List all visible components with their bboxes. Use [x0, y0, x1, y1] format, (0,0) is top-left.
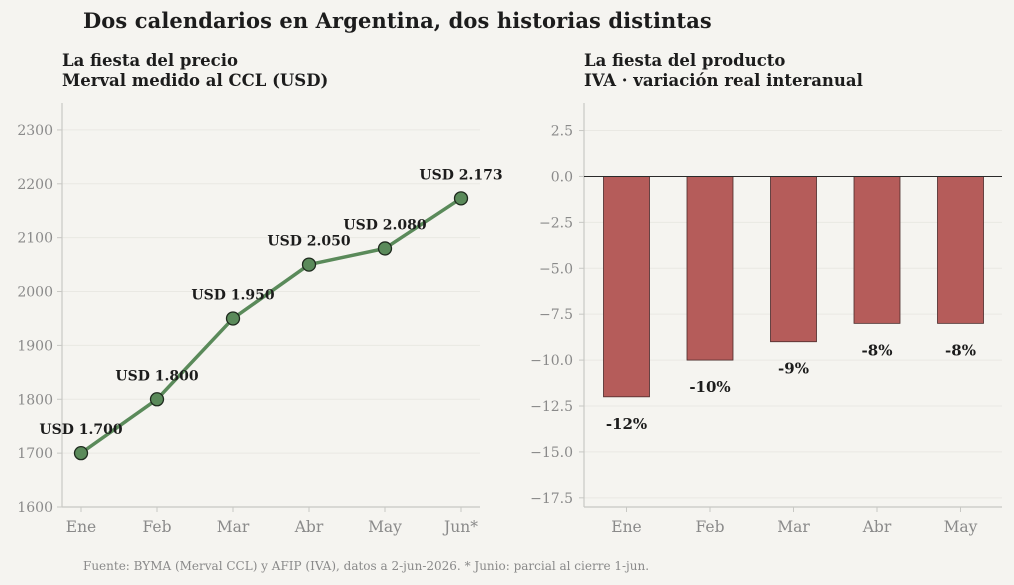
merval-point	[73, 445, 89, 461]
source-note: Fuente: BYMA (Merval CCL) y AFIP (IVA), …	[83, 559, 650, 573]
iva-bar	[603, 176, 650, 398]
merval-xtick-label: Abr	[294, 518, 324, 536]
iva-xtick-label: Abr	[862, 518, 892, 536]
merval-point	[149, 392, 165, 407]
iva-xtick-label: Mar	[777, 518, 810, 536]
iva-ytick-label: −10.0	[530, 353, 573, 369]
iva-ytick-label: −5.0	[539, 261, 573, 277]
merval-data-label: USD 1.700	[39, 422, 122, 438]
iva-ytick-label: −12.5	[530, 399, 573, 415]
merval-point	[377, 241, 393, 256]
merval-xtick-label: Ene	[66, 518, 96, 536]
merval-panel-title: La fiesta del precio Merval medido al CC…	[62, 51, 328, 91]
iva-title-line1: La fiesta del producto	[584, 51, 786, 70]
merval-title-line1: La fiesta del precio	[62, 51, 238, 70]
iva-bar	[937, 176, 984, 324]
merval-data-label: USD 2.080	[343, 217, 426, 233]
iva-ytick-label: −2.5	[539, 215, 573, 231]
merval-xtick-label: Feb	[142, 518, 171, 536]
merval-ytick-label: 1800	[17, 392, 53, 408]
merval-ytick-label: 2000	[17, 285, 53, 301]
merval-data-label: USD 1.800	[115, 368, 198, 384]
merval-ytick-label: 1700	[17, 446, 53, 462]
iva-ytick-label: 2.5	[551, 124, 573, 140]
iva-data-label: -12%	[606, 415, 647, 433]
merval-title-line2: Merval medido al CCL (USD)	[62, 71, 329, 90]
merval-ytick-label: 2200	[17, 177, 53, 193]
merval-data-label: USD 1.950	[191, 287, 274, 303]
merval-ytick-label: 2300	[17, 123, 53, 139]
merval-point	[301, 257, 317, 272]
merval-xtick-label: Jun*	[442, 518, 478, 536]
iva-data-label: -9%	[778, 360, 809, 378]
iva-ytick-label: −17.5	[530, 491, 573, 507]
merval-xtick-label: May	[368, 518, 402, 536]
iva-data-label: -8%	[945, 341, 976, 359]
iva-title-line2: IVA · variación real interanual	[584, 71, 863, 90]
iva-xtick-label: Ene	[611, 518, 641, 536]
iva-xtick-label: Feb	[695, 518, 724, 536]
iva-bar	[686, 176, 734, 361]
merval-point	[453, 191, 469, 206]
iva-ytick-label: 0.0	[551, 169, 573, 185]
merval-ytick-label: 1900	[17, 338, 53, 354]
iva-bar	[853, 176, 901, 324]
merval-series-line	[79, 196, 463, 455]
iva-bar	[770, 176, 817, 343]
merval-data-label: USD 2.050	[267, 234, 350, 250]
iva-panel-title: La fiesta del producto IVA · variación r…	[584, 51, 863, 91]
merval-xtick-label: Mar	[217, 518, 250, 536]
iva-data-label: -8%	[862, 341, 893, 359]
iva-ytick-label: −15.0	[530, 445, 573, 461]
iva-data-label: -10%	[689, 378, 730, 396]
merval-point	[225, 311, 241, 326]
merval-ytick-label: 1600	[17, 500, 53, 516]
merval-data-label: USD 2.173	[419, 167, 502, 183]
chart-suptitle: Dos calendarios en Argentina, dos histor…	[83, 8, 712, 33]
merval-ytick-label: 2100	[17, 231, 53, 247]
iva-ytick-label: −7.5	[539, 307, 573, 323]
iva-xtick-label: May	[944, 518, 978, 536]
